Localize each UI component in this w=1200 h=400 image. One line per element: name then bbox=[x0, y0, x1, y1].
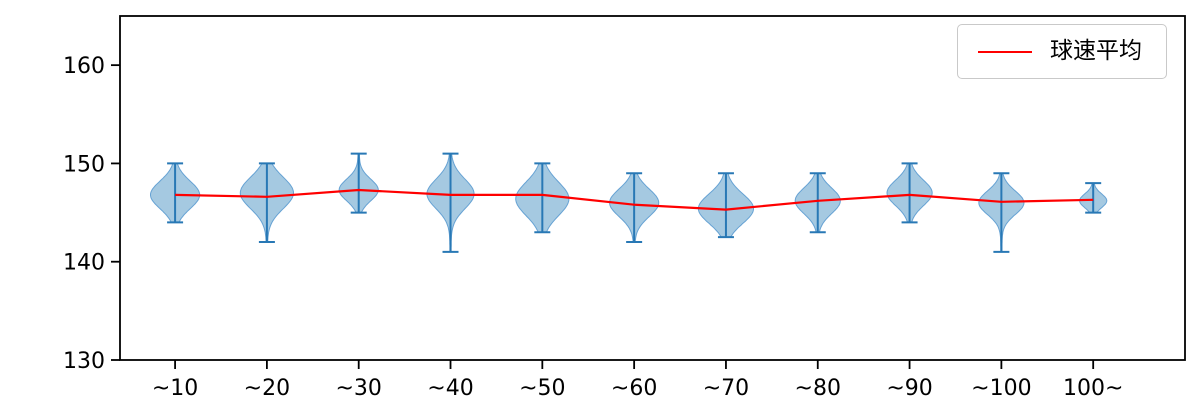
legend-line-sample bbox=[978, 50, 1032, 53]
x-tick-label: ~20 bbox=[244, 376, 290, 400]
x-tick-label: ~100 bbox=[971, 376, 1031, 400]
x-tick-label: ~30 bbox=[335, 376, 381, 400]
x-tick-label: ~60 bbox=[611, 376, 657, 400]
legend-label: 球速平均 bbox=[1050, 38, 1142, 64]
y-tick-label: 130 bbox=[63, 349, 105, 374]
x-tick-label: ~80 bbox=[795, 376, 841, 400]
y-tick-label: 160 bbox=[63, 54, 105, 79]
x-tick-label: ~40 bbox=[427, 376, 473, 400]
x-tick-label: ~10 bbox=[152, 376, 198, 400]
x-tick-label: ~70 bbox=[703, 376, 749, 400]
x-tick-label: ~90 bbox=[886, 376, 932, 400]
legend: 球速平均 bbox=[957, 24, 1167, 79]
x-tick-label: 100~ bbox=[1063, 376, 1123, 400]
y-tick-label: 140 bbox=[63, 251, 105, 276]
y-tick-label: 150 bbox=[63, 152, 105, 177]
x-tick-label: ~50 bbox=[519, 376, 565, 400]
